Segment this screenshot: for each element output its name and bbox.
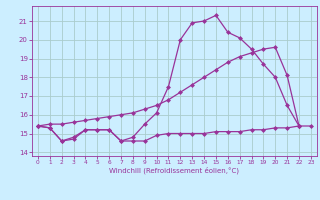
X-axis label: Windchill (Refroidissement éolien,°C): Windchill (Refroidissement éolien,°C) <box>109 167 239 174</box>
